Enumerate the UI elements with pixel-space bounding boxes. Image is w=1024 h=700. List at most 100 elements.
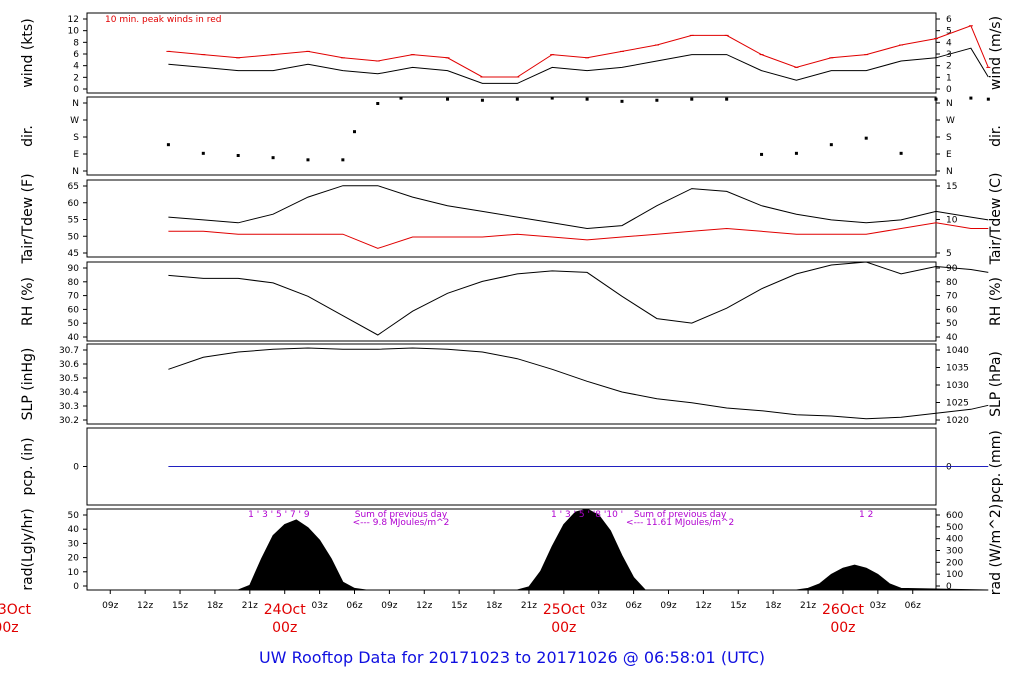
panel-rad: rad(Lgly/hr) rad (W/m^2)01020304050010020… [20, 504, 1004, 595]
radiation-annotation: <--- 9.8 MJoules/m^2 [353, 518, 450, 528]
left-tick-label: 30.2 [59, 416, 79, 426]
right-tick-label: 0 [946, 582, 952, 592]
left-tick-label: 80 [68, 278, 80, 288]
right-axis-label: SLP (hPa) [988, 351, 1004, 417]
left-tick-label: 65 [68, 182, 79, 192]
direction-point [166, 143, 170, 147]
panel-slp: SLP (inHg) SLP (hPa) 30.2 30.3 30.4 30.5 30.6 3… [20, 343, 1004, 426]
direction-point [986, 97, 990, 101]
direction-point [655, 98, 659, 102]
direction-point [934, 97, 938, 101]
x-tick-label: 09z [381, 601, 397, 611]
left-axis-label: RH (%) [20, 277, 36, 326]
peak-winds-note: 10 min. peak winds in red [105, 15, 222, 25]
x-tick-label: 09z [660, 601, 676, 611]
radiation-annotation: Sum of previous day [634, 510, 727, 520]
x-tick-label: 12z [137, 601, 153, 611]
left-tick-label: N [72, 167, 79, 177]
left-tick-label: 30.5 [59, 374, 79, 384]
x-date-sublabel: 00z [272, 620, 297, 636]
x-tick-label: 18z [207, 601, 223, 611]
right-tick-label: 10 [946, 216, 958, 226]
panel-rh: RH (%) RH (%) 40 50 60 70 80 90 40 50 60 70 80 90 [20, 261, 1004, 343]
right-tick-label: 0 [946, 463, 952, 473]
left-tick-label: 12 [68, 15, 79, 25]
left-tick-label: W [70, 116, 79, 126]
right-tick-label: 90 [946, 264, 958, 274]
direction-point [829, 143, 833, 147]
x-tick-label: 06z [905, 601, 921, 611]
left-tick-label: 90 [68, 264, 80, 274]
right-tick-label: 400 [946, 535, 963, 545]
x-tick-label: 18z [486, 601, 502, 611]
right-tick-label: 600 [946, 511, 963, 521]
right-axis-label: pcp. (mm) [988, 430, 1004, 503]
series-line [168, 185, 989, 230]
right-axis-label: RH (%) [988, 277, 1004, 326]
radiation-area [168, 508, 989, 591]
radiation-annotation: Sum of previous day [355, 510, 448, 520]
left-tick-label: 55 [68, 216, 79, 226]
left-axis-label: dir. [20, 125, 36, 147]
right-tick-label: S [946, 133, 952, 143]
direction-point [794, 151, 798, 155]
radiation-annotation: <--- 11.61 MJoules/m^2 [626, 518, 734, 528]
right-tick-label: 40 [946, 333, 958, 343]
left-tick-label: S [73, 133, 79, 143]
x-tick-label: 12z [416, 601, 432, 611]
left-tick-label: 30.3 [59, 402, 79, 412]
right-tick-label: N [946, 167, 953, 177]
left-tick-label: 60 [68, 305, 80, 315]
x-date-sublabel: 00z [830, 620, 855, 636]
right-tick-label: 60 [946, 305, 958, 315]
x-date-sublabel: 00z [551, 620, 576, 636]
right-tick-label: E [946, 150, 952, 160]
direction-point [899, 151, 903, 155]
direction-point [620, 99, 624, 103]
left-tick-label: 60 [68, 199, 80, 209]
left-tick-label: 4 [73, 62, 79, 72]
x-tick-label: 21z [242, 601, 258, 611]
x-tick-label: 15z [730, 601, 746, 611]
series-line [168, 347, 989, 420]
direction-point [341, 158, 345, 162]
right-tick-label: 5 [946, 27, 952, 37]
left-tick-label: 30.4 [59, 388, 79, 398]
left-tick-label: 50 [68, 511, 80, 521]
x-date-sublabel: 00z [0, 620, 19, 636]
right-tick-label: 5 [946, 249, 952, 259]
x-tick-label: 03z [591, 601, 607, 611]
left-tick-label: 8 [73, 38, 79, 48]
left-tick-label: 30.6 [59, 360, 79, 370]
right-tick-label: 1020 [946, 416, 969, 426]
direction-point [690, 97, 694, 101]
x-tick-label: 03z [312, 601, 328, 611]
left-tick-label: 40 [68, 333, 80, 343]
left-tick-label: 30 [68, 539, 80, 549]
x-tick-label: 06z [626, 601, 642, 611]
right-tick-label: 1 [946, 73, 952, 83]
panel-frame [86, 96, 937, 176]
right-tick-label: 1025 [946, 399, 969, 409]
panel-frame [86, 508, 937, 591]
radiation-annotation: 1 ' 3 ' 5 ' 7 ' 9 [248, 510, 310, 520]
right-tick-label: 1040 [946, 346, 969, 356]
right-axis-label: wind (m/s) [988, 16, 1004, 90]
x-tick-label: 21z [521, 601, 537, 611]
direction-point [352, 130, 356, 134]
x-axis: 09z 12z 15z 18z 21z 24Oct 00z 03z 06z 09z 12z 15z 18… [0, 590, 921, 636]
x-date-label: 24Oct [264, 602, 307, 618]
left-tick-label: 45 [68, 249, 79, 259]
right-tick-label: 70 [946, 292, 958, 302]
right-axis-label: rad (W/m^2) [988, 504, 1004, 595]
series-line [168, 261, 989, 336]
radiation-annotation: 1 ' 3 ' 5 ' '8 '10 ' [551, 510, 623, 520]
chart-title: UW Rooftop Data for 20171023 to 20171026… [258, 648, 766, 667]
direction-point [585, 97, 589, 101]
panel-frame [86, 261, 937, 342]
right-tick-label: 1030 [946, 381, 969, 391]
left-tick-label: 0 [73, 85, 79, 95]
left-tick-label: 40 [68, 525, 80, 535]
series-line [168, 47, 989, 84]
